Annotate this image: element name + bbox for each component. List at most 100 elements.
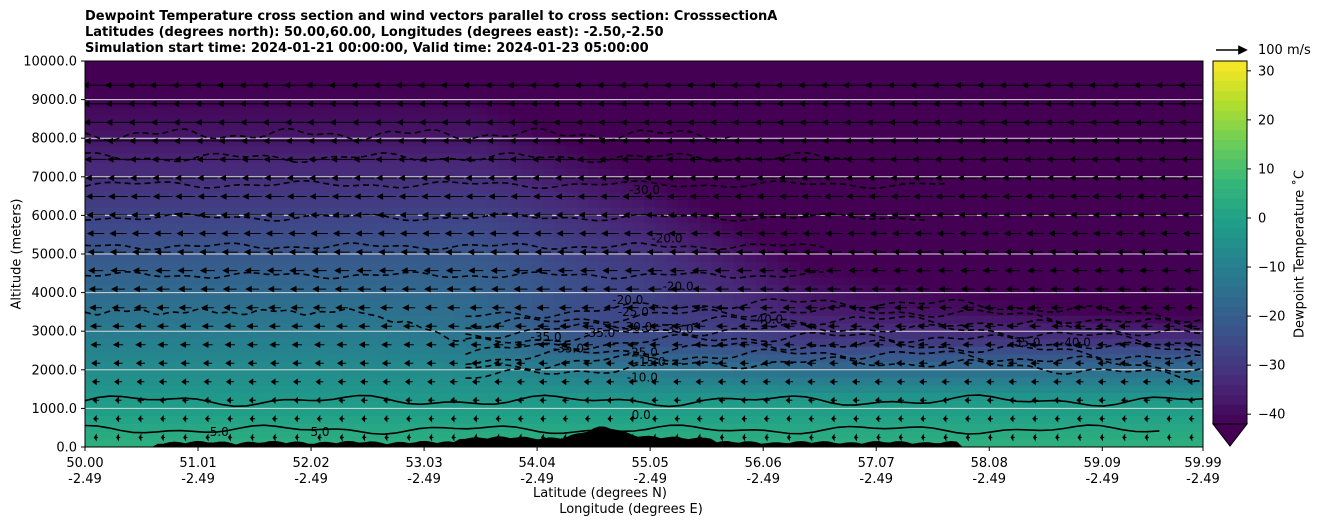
field-cell — [118, 223, 131, 232]
field-cell — [588, 91, 600, 101]
field-cell — [822, 308, 835, 317]
field-cell — [174, 223, 187, 232]
field-cell — [521, 254, 533, 263]
field-cell — [163, 199, 176, 209]
field-cell — [174, 431, 187, 440]
field-cell — [409, 138, 421, 147]
field-cell — [822, 254, 835, 263]
field-cell — [588, 416, 600, 425]
field-cell — [532, 269, 544, 278]
field-cell — [140, 122, 153, 132]
field-cell — [1035, 385, 1048, 394]
field-cell — [409, 423, 421, 433]
field-cell — [386, 145, 399, 155]
field-cell — [1091, 76, 1103, 85]
field-cell — [1158, 84, 1171, 93]
field-cell — [733, 91, 746, 101]
field-cell — [1102, 269, 1115, 278]
field-cell — [957, 354, 969, 363]
field-cell — [789, 423, 802, 433]
field-cell — [666, 377, 679, 386]
field-cell — [241, 68, 254, 78]
field-cell — [118, 261, 131, 271]
field-cell — [532, 431, 544, 440]
field-cell — [1169, 346, 1182, 355]
field-cell — [96, 269, 108, 278]
field-cell — [476, 408, 489, 417]
field-cell — [353, 323, 366, 332]
field-cell — [1035, 122, 1048, 132]
field-cell — [1135, 423, 1148, 433]
field-cell — [778, 385, 790, 394]
field-cell — [722, 207, 735, 216]
field-cell — [163, 392, 176, 402]
field-cell — [498, 122, 511, 132]
field-cell — [241, 76, 254, 85]
field-cell — [811, 61, 824, 70]
field-cell — [588, 84, 600, 93]
field-cell — [677, 300, 690, 309]
field-cell — [453, 176, 466, 186]
field-cell — [554, 269, 567, 278]
field-cell — [107, 416, 120, 425]
field-cell — [286, 76, 299, 85]
field-cell — [152, 61, 164, 70]
field-cell — [912, 400, 925, 409]
field-cell — [275, 238, 287, 247]
field-cell — [1158, 223, 1171, 232]
field-cell — [1080, 184, 1092, 193]
field-cell — [588, 138, 600, 147]
field-cell — [107, 315, 120, 325]
field-cell — [1057, 68, 1070, 78]
field-cell — [174, 107, 187, 116]
field-cell — [241, 107, 254, 116]
field-cell — [241, 277, 254, 286]
field-cell — [286, 254, 299, 263]
field-cell — [1102, 416, 1115, 425]
field-cell — [744, 122, 757, 132]
field-cell — [766, 269, 779, 278]
field-cell — [666, 107, 679, 116]
field-cell — [330, 392, 343, 402]
field-cell — [442, 315, 455, 325]
field-cell — [565, 277, 578, 286]
field-cell — [576, 362, 589, 371]
field-cell — [889, 130, 902, 139]
field-cell — [766, 76, 779, 85]
field-cell — [140, 369, 153, 379]
field-cell — [509, 346, 522, 355]
field-cell — [1080, 261, 1092, 271]
field-cell — [1124, 176, 1137, 186]
field-cell — [800, 346, 813, 355]
field-cell — [342, 362, 354, 371]
field-cell — [867, 338, 880, 348]
field-cell — [342, 269, 354, 278]
field-cell — [521, 169, 533, 178]
field-cell — [129, 292, 142, 301]
field-cell — [219, 169, 231, 178]
field-cell — [1024, 130, 1036, 139]
field-cell — [509, 323, 522, 332]
field-cell — [252, 130, 265, 139]
field-cell — [107, 408, 120, 417]
field-cell — [275, 107, 287, 116]
field-cell — [241, 269, 254, 278]
field-cell — [878, 308, 891, 317]
field-cell — [666, 315, 679, 325]
field-cell — [342, 331, 354, 340]
field-cell — [498, 408, 511, 417]
field-cell — [1080, 199, 1092, 209]
field-cell — [409, 377, 421, 386]
field-cell — [1001, 392, 1014, 402]
field-cell — [845, 362, 858, 371]
field-cell — [1180, 61, 1193, 70]
field-cell — [1113, 169, 1126, 178]
field-cell — [856, 315, 869, 325]
field-cell — [677, 408, 690, 417]
field-cell — [375, 184, 388, 193]
field-cell — [521, 292, 533, 301]
field-cell — [610, 184, 623, 193]
field-cell — [856, 138, 869, 147]
field-cell — [1001, 369, 1014, 379]
field-cell — [968, 161, 980, 170]
